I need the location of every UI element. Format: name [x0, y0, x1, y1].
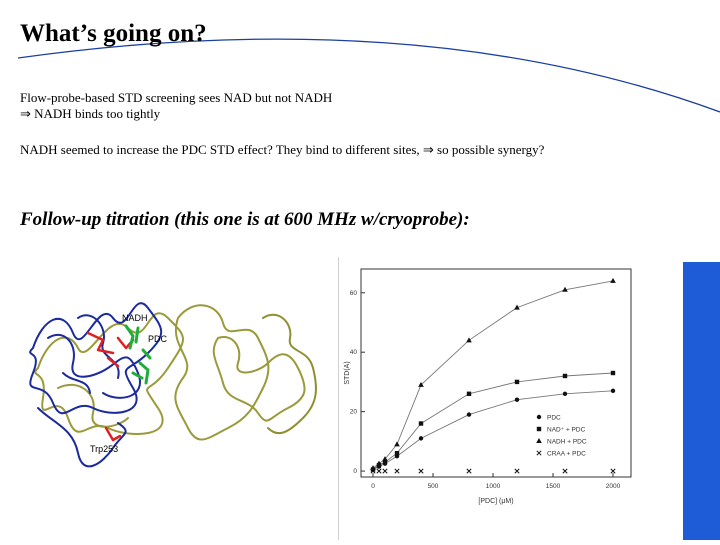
plot-frame [360, 268, 632, 478]
ligand-red [86, 331, 135, 442]
data-point-2 [394, 441, 400, 447]
data-point-0 [514, 397, 520, 402]
data-point-2 [466, 337, 472, 343]
data-point-2 [514, 304, 520, 310]
y-tick-label: 0 [353, 468, 357, 475]
bullet-nadh-binds: ⇒ NADH binds too tightly [20, 106, 161, 121]
data-point-1 [610, 370, 616, 376]
y-axis-label: STD(A) [344, 361, 351, 384]
y-tick-label: 20 [350, 409, 358, 416]
label-pdc: PDC [148, 334, 168, 344]
data-point-3 [610, 468, 616, 474]
data-point-2 [376, 460, 382, 466]
label-nadh: NADH [122, 313, 148, 323]
backbone-olive-trace [34, 304, 306, 441]
backbone-blue-trace [29, 302, 163, 468]
x-tick-label: 1500 [546, 483, 561, 490]
data-point-1 [394, 451, 400, 456]
titration-plot-panel: 0 500 1000 1500 2000 0 20 40 60 [PDC] (μM) STD(A) … [338, 257, 683, 540]
protein-structure-image: NADH PDC Trp253 [29, 302, 317, 468]
legend-marker-3 [536, 450, 542, 456]
x-axis-label: [PDC] (μM) [478, 498, 513, 505]
data-point-2 [370, 465, 376, 471]
legend-label-1: NAD⁺ + PDC [547, 427, 586, 434]
x-tick-label: 500 [428, 483, 439, 490]
legend-marker-0 [536, 414, 542, 420]
x-tick-label: 0 [371, 483, 375, 490]
slide-subtitle: Follow-up titration (this one is at 600 … [20, 209, 470, 230]
legend-label-3: CRAA + PDC [547, 451, 586, 458]
data-point-3 [370, 468, 376, 474]
data-point-2 [610, 277, 616, 283]
data-point-0 [418, 436, 424, 441]
data-point-3 [376, 468, 382, 474]
y-tick-label: 40 [350, 349, 358, 356]
data-point-3 [466, 468, 472, 474]
data-point-3 [382, 468, 388, 474]
data-point-1 [418, 421, 424, 426]
data-point-2 [382, 456, 388, 462]
data-point-3 [394, 468, 400, 474]
ligand-green [124, 324, 152, 385]
label-trp253: Trp253 [90, 444, 118, 454]
title-underline-arc [17, 38, 720, 113]
backbone-olive-trace-2 [262, 313, 317, 435]
data-point-0 [562, 391, 568, 396]
x-tick-label: 2000 [606, 483, 621, 490]
data-point-0 [610, 388, 616, 394]
legend-label-2: NADH + PDC [547, 439, 587, 446]
data-point-1 [562, 373, 568, 379]
decorative-blue-band [682, 262, 720, 540]
data-point-2 [562, 286, 568, 292]
data-point-3 [418, 468, 424, 474]
data-point-3 [514, 468, 520, 474]
x-tick-label: 1000 [486, 483, 501, 490]
data-point-1 [466, 391, 472, 396]
slide-title: What’s going on? [20, 20, 207, 47]
bullet-flow-probe: Flow-probe-based STD screening sees NAD … [20, 90, 333, 105]
data-point-0 [466, 412, 472, 417]
y-tick-label: 60 [350, 290, 358, 297]
data-point-1 [382, 459, 388, 465]
bullet-synergy: NADH seemed to increase the PDC STD effe… [20, 142, 545, 157]
legend-label-0: PDC [547, 415, 561, 422]
data-point-3 [562, 468, 568, 474]
data-point-2 [418, 381, 424, 387]
legend-marker-1 [536, 426, 542, 432]
legend-marker-2 [536, 438, 542, 443]
data-point-1 [514, 379, 520, 385]
